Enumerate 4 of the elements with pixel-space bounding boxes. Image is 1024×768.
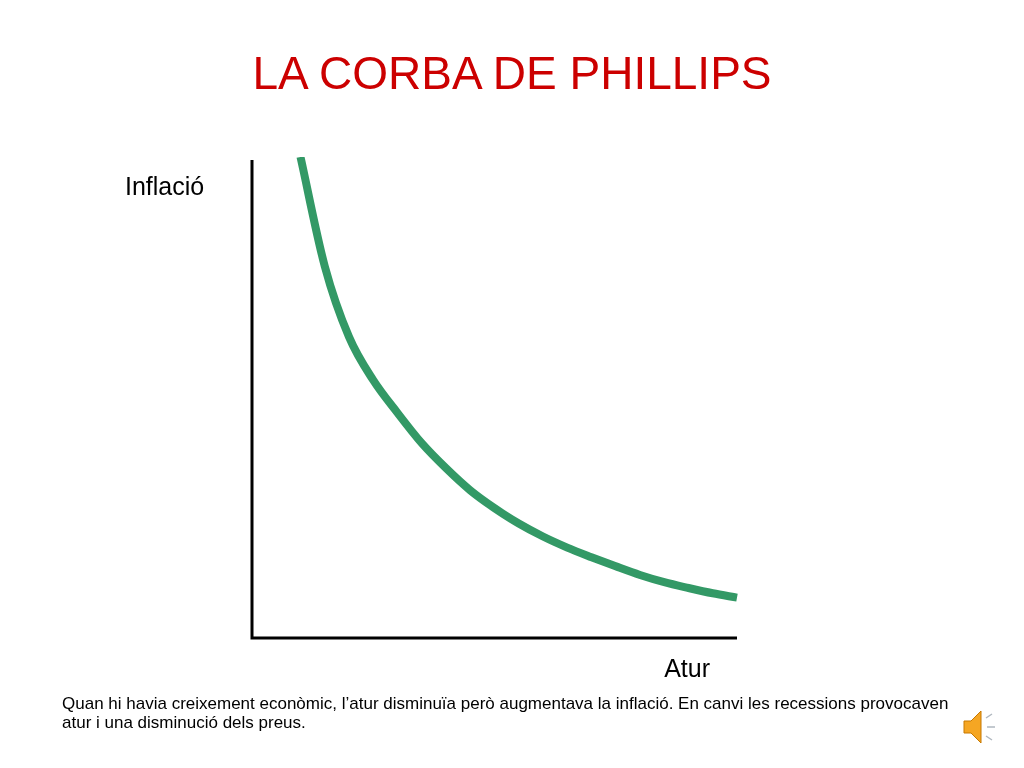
chart-title: LA CORBA DE PHILLIPS (251, 46, 773, 101)
x-axis-title: Atur (664, 653, 710, 683)
text: Quan hi havia creixement econòmic, l’atur disminuïa però augmentava la inflació. En canvi les recessions provocaven atur i una disminució dels preus. (62, 694, 950, 732)
y-axis-title: Inflació (125, 171, 205, 201)
